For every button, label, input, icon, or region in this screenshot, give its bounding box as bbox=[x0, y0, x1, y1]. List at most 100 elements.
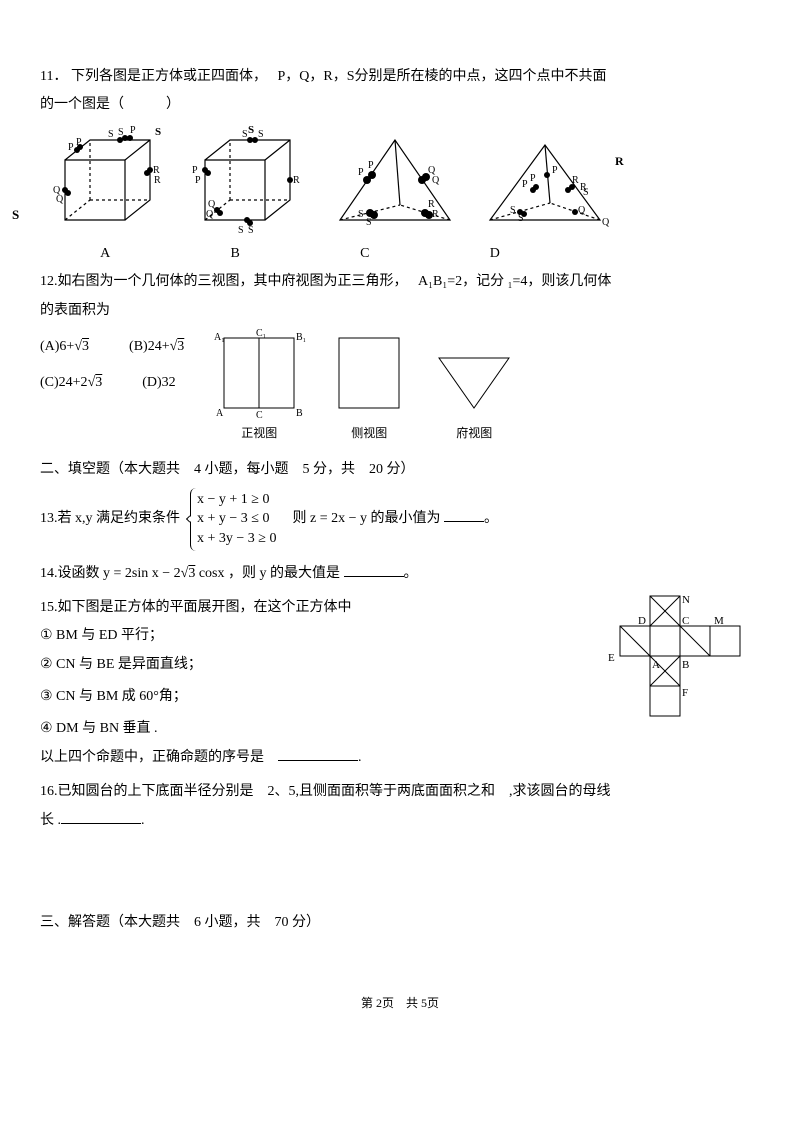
svg-text:Q: Q bbox=[56, 194, 64, 205]
svg-text:R: R bbox=[572, 175, 579, 186]
svg-text:A₁: A₁ bbox=[214, 332, 225, 343]
q12-number: 12. bbox=[40, 274, 58, 289]
q15-intro: 如下图是正方体的平面展开图，在这个正方体中 bbox=[58, 600, 352, 615]
q14-number: 14. bbox=[40, 566, 58, 581]
svg-text:A: A bbox=[216, 408, 224, 419]
q12-side-view: 侧视图 bbox=[334, 328, 404, 443]
q11-label-d: D bbox=[490, 243, 500, 265]
svg-text:B: B bbox=[682, 659, 689, 671]
q13-brace: x − y + 1 ≥ 0 x + y − 3 ≤ 0 x + 3y − 3 ≥… bbox=[190, 488, 282, 551]
q11-line1: 11． 下列各图是正方体或正四面体， P，Q，R，S分别是所在棱的中点，这四个点… bbox=[40, 66, 760, 88]
q15-l3: ③ CN 与 BM 成 60°角； bbox=[40, 686, 560, 708]
svg-text:R: R bbox=[432, 209, 439, 220]
svg-text:R: R bbox=[154, 175, 161, 186]
svg-text:P: P bbox=[368, 160, 374, 171]
svg-text:P: P bbox=[68, 142, 74, 153]
svg-text:R: R bbox=[293, 175, 300, 186]
section2-heading: 二、填空题（本大题共 4 小题，每小题 5 分，共 20 分） bbox=[40, 459, 760, 481]
q14-text-c: 。 bbox=[404, 566, 418, 581]
svg-text:C₁: C₁ bbox=[256, 328, 266, 339]
svg-text:S: S bbox=[242, 129, 248, 140]
q11-label-a: A bbox=[100, 243, 110, 265]
svg-text:D: D bbox=[638, 615, 646, 627]
svg-text:S: S bbox=[366, 217, 372, 228]
svg-text:P: P bbox=[130, 125, 136, 136]
svg-text:S: S bbox=[518, 213, 524, 224]
svg-text:S: S bbox=[238, 225, 244, 236]
q11-figures: S PP SSP RR QQ S bbox=[50, 125, 760, 235]
q12-view1-caption: 正视图 bbox=[214, 424, 304, 443]
q13-number: 13. bbox=[40, 511, 58, 526]
q11-text1: 下列各图是正方体或正四面体， bbox=[71, 69, 267, 84]
q12-line1: 12.如右图为一个几何体的三视图，其中府视图为正三角形， A₁B₁=2，记分 ₁… bbox=[40, 271, 760, 293]
svg-text:S: S bbox=[155, 126, 161, 138]
q16-text-b: 长 . bbox=[40, 813, 61, 828]
q14-blank bbox=[344, 576, 404, 577]
svg-text:N: N bbox=[682, 594, 690, 606]
q12-opt-b: (B)24+√3 bbox=[129, 336, 184, 358]
q13-eq1: x − y + 1 ≥ 0 bbox=[197, 490, 276, 510]
svg-text:P: P bbox=[76, 137, 82, 148]
q11-line2: 的一个图是（ ） bbox=[40, 94, 760, 116]
svg-text:P: P bbox=[195, 175, 201, 186]
q11-number: 11． bbox=[40, 69, 67, 84]
q13-blank bbox=[444, 521, 484, 522]
q12-front-view: A₁ C₁ B₁ A C B 正视图 bbox=[214, 328, 304, 443]
svg-text:F: F bbox=[682, 687, 688, 699]
svg-text:P: P bbox=[522, 179, 528, 190]
q11-choice-labels: A B C D bbox=[40, 243, 560, 265]
q13-eq2: x + y − 3 ≤ 0 bbox=[197, 509, 276, 529]
q16-number: 16. bbox=[40, 784, 58, 799]
q16-text-c: . bbox=[141, 813, 145, 828]
q15-l2: ② CN 与 BE 是异面直线； bbox=[40, 654, 560, 676]
svg-text:P: P bbox=[552, 165, 558, 176]
q12-text2: A₁B₁=2，记分 ₁=4，则该几何体 bbox=[418, 274, 611, 289]
svg-text:Q: Q bbox=[432, 175, 440, 186]
svg-text:S: S bbox=[258, 129, 264, 140]
q11-fig-b: S PP SS R QQ SS bbox=[190, 125, 310, 235]
q16-line1: 16.已知圆台的上下底面半径分别是 2、5,且侧面面积等于两底面面积之和 ,求该… bbox=[40, 781, 760, 803]
q16-line2: 长 .. bbox=[40, 810, 760, 832]
q12-opt-d: (D)32 bbox=[142, 372, 175, 394]
q15-net-figure: N D C M E A B F bbox=[580, 591, 760, 751]
svg-text:C: C bbox=[256, 410, 263, 421]
q12-line2: 的表面积为 bbox=[40, 300, 760, 322]
q11-label-b: B bbox=[231, 243, 240, 265]
q13-row: 13.若 x,y 满足约束条件 x − y + 1 ≥ 0 x + y − 3 … bbox=[40, 488, 760, 551]
q11-label-c: C bbox=[360, 243, 369, 265]
q12-content: (A)6+√3 (B)24+√3 (C)24+2√3 (D)32 A₁ C₁ B… bbox=[40, 328, 760, 443]
q11-text2: P，Q，R，S分别是所在棱的中点，这四个点中不共面 bbox=[277, 69, 606, 84]
q13-post-a: 则 z = 2x − y 的最小值为 bbox=[292, 511, 444, 526]
q11-fig-c: PP QQ SS RR bbox=[330, 135, 460, 235]
svg-text:B₁: B₁ bbox=[296, 332, 306, 343]
svg-text:C: C bbox=[682, 615, 689, 627]
q12-opt-a: (A)6+√3 bbox=[40, 336, 89, 358]
q15-l4: ④ DM 与 BN 垂直 . bbox=[40, 718, 560, 740]
q12-top-view: 府视图 bbox=[434, 348, 514, 443]
q12-views: A₁ C₁ B₁ A C B 正视图 侧视图 府视图 bbox=[214, 328, 514, 443]
svg-text:A: A bbox=[652, 659, 660, 671]
q14-row: 14.设函数 y = 2sin x − 2√3 cosx ，则 y 的最大值是 … bbox=[40, 563, 760, 585]
q15-l1: ① BM 与 ED 平行； bbox=[40, 625, 560, 647]
q15-conclusion: 以上四个命题中，正确命题的序号是 . bbox=[40, 747, 560, 769]
svg-text:R: R bbox=[615, 154, 624, 168]
svg-text:S: S bbox=[248, 225, 254, 236]
svg-text:S: S bbox=[118, 127, 124, 138]
q12-view2-caption: 侧视图 bbox=[334, 424, 404, 443]
svg-text:P: P bbox=[358, 167, 364, 178]
svg-text:Q: Q bbox=[206, 209, 214, 220]
svg-text:M: M bbox=[714, 615, 724, 627]
q11-fig-a: S PP SSP RR QQ bbox=[50, 125, 170, 235]
q16-text-a: 已知圆台的上下底面半径分别是 2、5,且侧面面积等于两底面面积之和 ,求该圆台的… bbox=[58, 784, 611, 799]
section3-heading: 三、解答题（本大题共 6 小题，共 70 分） bbox=[40, 912, 760, 934]
svg-text:Q: Q bbox=[602, 217, 610, 228]
q13-eq3: x + 3y − 3 ≥ 0 bbox=[197, 529, 276, 549]
q12-text1: 如右图为一个几何体的三视图，其中府视图为正三角形， bbox=[58, 274, 408, 289]
q13-pre: 若 x,y 满足约束条件 bbox=[58, 511, 181, 526]
svg-text:S: S bbox=[583, 187, 589, 198]
q15-number: 15. bbox=[40, 600, 58, 615]
svg-text:S: S bbox=[248, 124, 254, 136]
q14-text-b: cosx ，则 y 的最大值是 bbox=[195, 566, 343, 581]
svg-text:P: P bbox=[530, 173, 536, 184]
svg-text:B: B bbox=[296, 408, 303, 419]
